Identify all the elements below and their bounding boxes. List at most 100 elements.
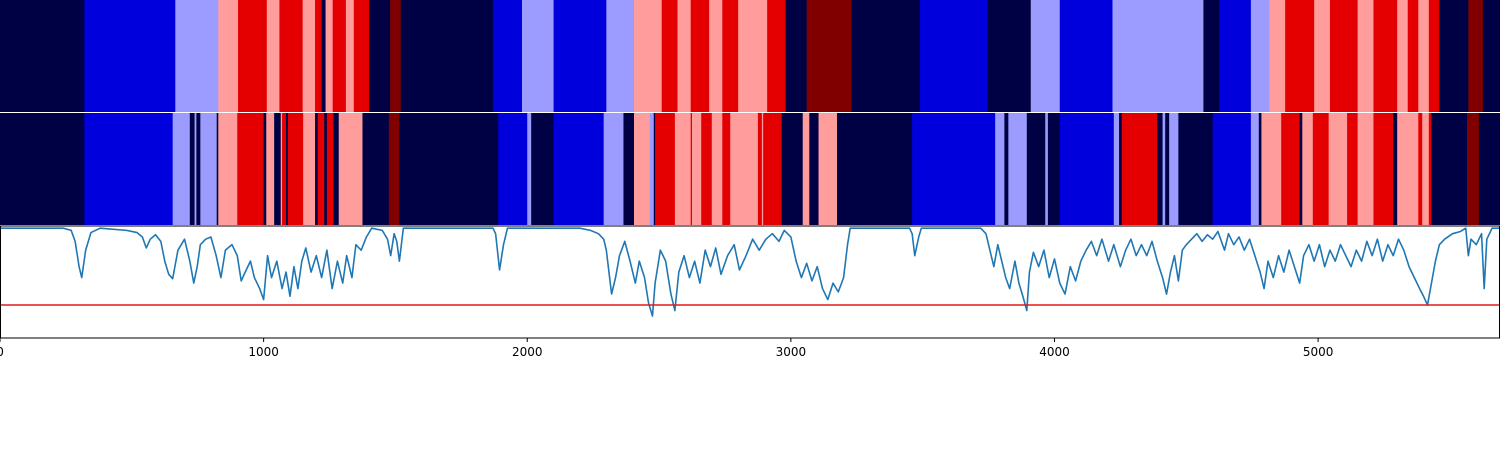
heatmap-segment	[286, 113, 289, 225]
heatmap-segment	[677, 0, 692, 112]
heatmap-segment	[1178, 113, 1214, 225]
heatmap-segment	[1347, 113, 1359, 225]
heatmap-segment	[763, 113, 783, 225]
heatmap-segment	[1312, 113, 1330, 225]
heatmap-segment	[995, 113, 1005, 225]
heatmap-track-bottom	[0, 113, 1500, 225]
heatmap-segment	[738, 0, 768, 112]
heatmap-segment	[315, 0, 323, 112]
heatmap-segment	[1329, 0, 1359, 112]
heatmap-segment	[1008, 113, 1028, 225]
heatmap-segment	[1357, 113, 1374, 225]
heatmap-segment	[781, 113, 804, 225]
x-tick-label: 5000	[1303, 345, 1334, 359]
heatmap-segment	[172, 113, 191, 225]
heatmap-segment	[1250, 113, 1260, 225]
heatmap-segment	[761, 113, 764, 225]
heatmap-segment	[1030, 0, 1061, 112]
heatmap-segment	[840, 113, 913, 225]
heatmap-segment	[1428, 0, 1440, 112]
heatmap-segment	[338, 113, 342, 225]
heatmap-segment	[326, 113, 334, 225]
heatmap-segment	[606, 0, 635, 112]
heatmap-segment	[317, 113, 325, 225]
heatmap-segment	[521, 0, 554, 112]
heatmap-segment	[1269, 0, 1286, 112]
heatmap-segment	[1439, 0, 1469, 112]
heatmap-segment	[1422, 113, 1430, 225]
heatmap-segment	[1314, 0, 1331, 112]
heatmap-segment	[302, 0, 316, 112]
heatmap-segment	[1004, 113, 1009, 225]
heatmap-segment	[1302, 113, 1314, 225]
heatmap-segment	[634, 0, 663, 112]
heatmap-segment	[0, 0, 85, 112]
heatmap-segment	[701, 113, 713, 225]
heatmap-segment	[1397, 113, 1419, 225]
heatmap-segment	[1467, 113, 1480, 225]
heatmap-segment	[531, 113, 555, 225]
heatmap-segment	[333, 113, 340, 225]
heatmap-segment	[655, 113, 676, 225]
heatmap-segment	[809, 113, 819, 225]
heatmap-segment	[692, 113, 702, 225]
heatmap-segment	[84, 0, 176, 112]
heatmap-segment	[553, 0, 607, 112]
heatmap-segment	[1261, 113, 1282, 225]
heatmap-segment	[1482, 0, 1500, 112]
heatmap-segment	[287, 113, 304, 225]
heatmap-segment	[303, 113, 316, 225]
heatmap-segment	[1397, 0, 1409, 112]
line-panel	[0, 225, 1500, 339]
heatmap-segment	[1373, 113, 1394, 225]
heatmap-segment	[324, 113, 328, 225]
heatmap-segment	[1059, 0, 1113, 112]
heatmap-segment	[802, 113, 810, 225]
series-line	[0, 227, 1500, 317]
heatmap-segment	[325, 0, 334, 112]
heatmap-segment	[238, 0, 268, 112]
heatmap-segment	[711, 113, 723, 225]
heatmap-track-top	[0, 0, 1500, 112]
heatmap-segment	[0, 113, 85, 225]
heatmap-segment	[189, 113, 195, 225]
heatmap-segment	[1059, 113, 1115, 225]
heatmap-segment	[730, 113, 759, 225]
heatmap-segment	[1478, 113, 1500, 225]
heatmap-segment	[690, 0, 710, 112]
x-tick-label: 2000	[512, 345, 543, 359]
heatmap-segment	[851, 0, 921, 112]
heatmap-segment	[1418, 0, 1430, 112]
heatmap-segment	[1112, 0, 1204, 112]
heatmap-segment	[553, 113, 605, 225]
heatmap-segment	[1285, 0, 1315, 112]
heatmap-segment	[722, 0, 739, 112]
heatmap-segment	[200, 113, 218, 225]
heatmap-segment	[84, 113, 174, 225]
heatmap-segment	[1357, 0, 1374, 112]
heatmap-segment	[603, 113, 624, 225]
x-tick-label: 4000	[1039, 345, 1070, 359]
heatmap-segment	[492, 0, 523, 112]
heatmap-segment	[237, 113, 265, 225]
heatmap-segment	[196, 113, 201, 225]
heatmap-segment	[1328, 113, 1348, 225]
heatmap-segment	[661, 0, 678, 112]
heatmap-segment	[341, 113, 363, 225]
heatmap-segment	[527, 113, 532, 225]
x-tick-label: 0	[0, 345, 4, 359]
heatmap-segment	[1407, 0, 1419, 112]
heatmap-segment	[709, 0, 723, 112]
heatmap-segment	[722, 113, 731, 225]
heatmap-segment	[274, 113, 282, 225]
heatmap-segment	[362, 113, 390, 225]
x-axis: 0 1000 2000 3000 4000 5000	[0, 338, 1333, 359]
heatmap-segment	[218, 113, 238, 225]
heatmap-segment	[1119, 113, 1123, 225]
heatmap-segment	[1431, 113, 1468, 225]
heatmap-segment	[836, 113, 842, 225]
heatmap-segment	[388, 113, 400, 225]
heatmap-segment	[1045, 113, 1049, 225]
heatmap-segment	[1165, 113, 1170, 225]
